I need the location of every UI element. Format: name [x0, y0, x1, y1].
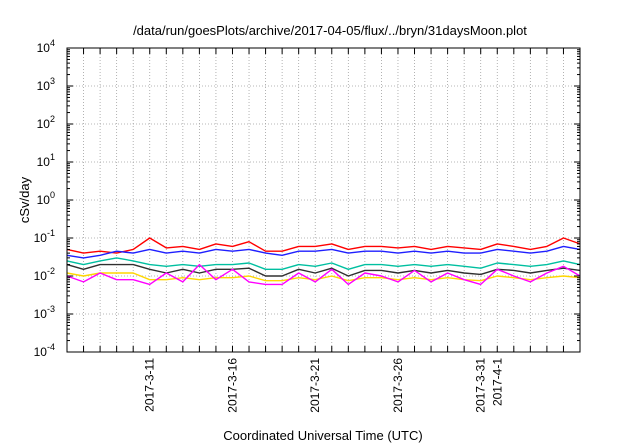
y-tick-label: 10-4 — [34, 342, 55, 359]
x-axis-label: Coordinated Universal Time (UTC) — [223, 428, 422, 443]
grid — [67, 48, 580, 352]
y-tick-label: 10-1 — [34, 228, 55, 245]
x-tick-label: 2017-3-26 — [391, 358, 405, 413]
plot-series — [66, 237, 581, 286]
x-tick-label: 2017-3-11 — [143, 358, 157, 412]
y-tick-label: 10-3 — [34, 304, 55, 321]
plot-frame — [66, 47, 581, 353]
series-line-2 — [66, 245, 581, 259]
y-tick-label: 10-2 — [34, 266, 55, 283]
x-tick-label: 2017-3-31 — [474, 358, 488, 413]
x-tick-labels: 2017-3-11 2017-3-16 2017-3-21 2017-3-26 2017… — [143, 358, 505, 413]
y-tick-labels: 10-4 10-3 10-2 10-1 100 101 102 103 104 — [34, 38, 55, 359]
y-tick-label: 100 — [37, 190, 55, 207]
y-tick-label: 102 — [37, 114, 55, 131]
series-line-5 — [66, 272, 581, 282]
series-line-4 — [66, 263, 581, 277]
y-tick-label: 101 — [37, 152, 55, 169]
tick-marks — [67, 47, 580, 353]
x-tick-label: 2017-4-1 — [490, 358, 504, 406]
y-tick-label: 104 — [37, 38, 55, 55]
series-line-3 — [66, 257, 581, 270]
y-tick-label: 103 — [37, 76, 55, 93]
series-line-1 — [66, 237, 581, 254]
y-axis-label: cSv/day — [17, 176, 32, 223]
x-tick-label: 2017-3-16 — [225, 358, 239, 413]
x-tick-label: 2017-3-21 — [308, 358, 322, 413]
chart-title: /data/run/goesPlots/archive/2017-04-05/f… — [133, 23, 527, 38]
series-line-6 — [66, 263, 581, 286]
